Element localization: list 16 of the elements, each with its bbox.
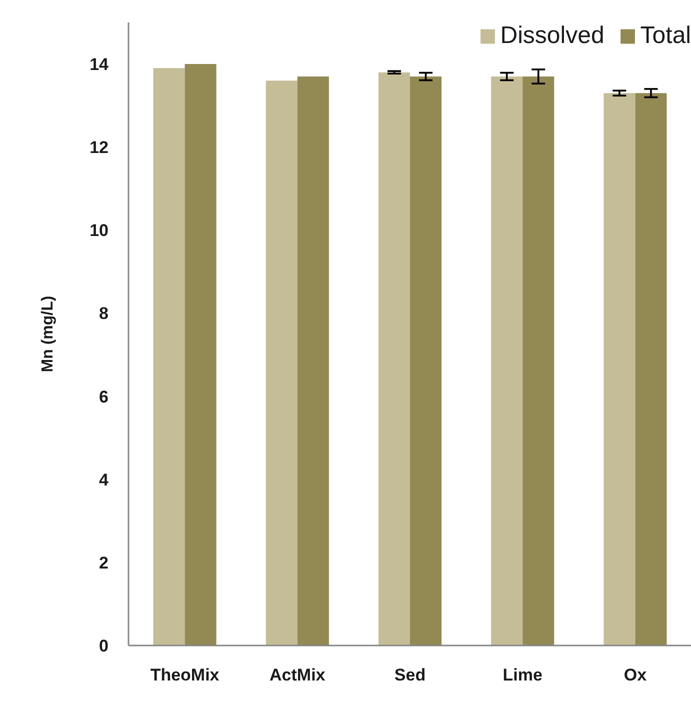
x-tick-label: ActMix xyxy=(270,666,326,684)
y-tick-label: 10 xyxy=(90,221,109,240)
y-tick-label: 0 xyxy=(99,636,109,656)
x-tick-label: Sed xyxy=(394,666,426,684)
x-tick-label: TheoMix xyxy=(150,666,220,684)
y-tick-label: 14 xyxy=(90,55,110,74)
x-tick-label: Lime xyxy=(502,666,542,684)
y-tick-label: 8 xyxy=(99,304,109,324)
legend-label: Total xyxy=(640,22,691,50)
y-tick-label: 12 xyxy=(90,138,109,158)
legend-label: Dissolved xyxy=(500,22,604,50)
y-axis-title: Mn (mg/L) xyxy=(40,296,57,372)
x-tick-label: Ox xyxy=(624,666,648,684)
y-tick-label: 6 xyxy=(99,387,109,406)
y-tick-label: 2 xyxy=(99,553,109,572)
y-tick-label: 4 xyxy=(99,470,110,490)
